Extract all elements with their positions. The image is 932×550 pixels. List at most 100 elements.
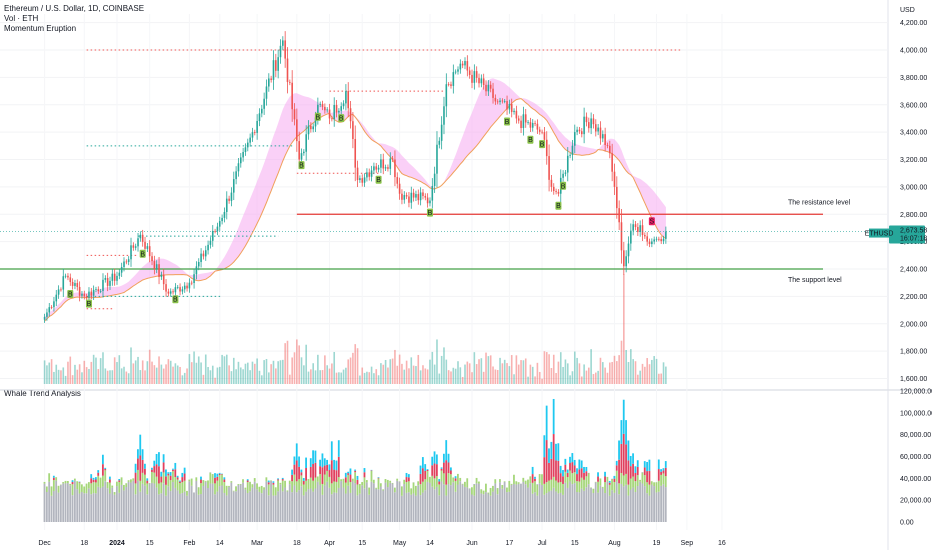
candle-body — [576, 129, 578, 133]
volume-legend[interactable]: Vol · ETH — [4, 14, 39, 23]
whale-base-bar — [309, 488, 312, 522]
candle-body — [321, 103, 324, 107]
candle-body — [225, 198, 228, 212]
whale-cyan-bar — [108, 476, 111, 480]
whale-base-bar — [400, 495, 403, 522]
candle-body — [335, 104, 338, 113]
whale-base-bar — [195, 480, 198, 522]
whale-base-bar — [146, 494, 149, 522]
whale-base-bar — [218, 486, 221, 522]
candle-body — [139, 234, 142, 239]
whale-base-bar — [492, 491, 494, 522]
volume-bar — [548, 354, 550, 384]
volume-bar — [438, 373, 441, 384]
whale-red-bar — [165, 476, 167, 485]
whale-cyan-bar — [440, 467, 443, 469]
whale-green-bar — [139, 480, 142, 492]
whale-base-bar — [197, 494, 200, 522]
candle-body — [417, 194, 420, 201]
whale-green-bar — [618, 483, 620, 495]
whale-red-bar — [543, 457, 546, 484]
whale-base-bar — [545, 493, 548, 522]
whale-base-bar — [284, 487, 286, 522]
whale-cyan-bar — [328, 464, 331, 471]
whale-cyan-bar — [620, 420, 623, 444]
volume-bar — [88, 368, 90, 384]
whale-green-bar — [258, 486, 261, 492]
whale-red-bar — [144, 468, 146, 475]
whale-green-bar — [141, 472, 144, 484]
whale-green-bar — [384, 479, 387, 483]
time-axis-tick: Sep — [681, 540, 694, 547]
whale-green-bar — [545, 482, 548, 494]
whale-green-bar — [564, 471, 567, 483]
whale-base-bar — [293, 485, 296, 522]
candle-body — [651, 241, 653, 245]
candle-body — [148, 246, 151, 257]
whale-green-bar — [426, 470, 429, 482]
whale-green-bar — [183, 480, 186, 492]
whale-red-bar — [108, 479, 111, 483]
buy-signal-marker — [172, 295, 179, 304]
whale-green-bar — [421, 481, 424, 493]
candle-body — [487, 84, 490, 92]
candle-body — [492, 88, 494, 98]
indicator-legend[interactable]: Momentum Eruption — [4, 24, 77, 33]
whale-pane-title[interactable]: Whale Trend Analysis — [4, 389, 81, 398]
whale-base-bar — [104, 481, 107, 522]
volume-bar — [515, 355, 518, 384]
whale-base-bar — [209, 483, 212, 522]
whale-green-bar — [583, 479, 585, 491]
volume-bar — [599, 357, 602, 384]
buy-signal-marker — [139, 249, 146, 258]
whale-green-bar — [653, 482, 655, 487]
candle-body — [391, 158, 394, 160]
whale-base-bar — [153, 483, 156, 522]
whale-red-bar — [435, 464, 438, 476]
candle-body — [536, 123, 539, 130]
whale-base-bar — [55, 480, 58, 522]
whale-red-bar — [134, 472, 137, 484]
whale-red-bar — [162, 462, 165, 473]
whale-red-bar — [569, 463, 571, 471]
whale-base-bar — [405, 492, 408, 522]
whale-green-bar — [92, 482, 95, 494]
whale-base-bar — [265, 481, 268, 522]
momentum-cloud-edge — [44, 98, 667, 322]
whale-base-bar — [377, 489, 380, 522]
whale-base-bar — [235, 491, 237, 522]
momentum-cloud — [44, 78, 666, 322]
whale-red-bar — [622, 433, 625, 476]
whale-base-bar — [489, 495, 492, 522]
whale-red-bar — [281, 479, 284, 481]
candle-body — [506, 101, 508, 110]
candle-body — [90, 291, 93, 296]
whale-red-bar — [566, 472, 569, 478]
candle-body — [602, 134, 604, 139]
whale-red-bar — [643, 467, 646, 476]
whale-red-bar — [629, 466, 632, 479]
volume-bar — [268, 372, 270, 384]
whale-red-bar — [97, 472, 100, 476]
whale-base-bar — [496, 494, 499, 522]
whale-base-bar — [291, 492, 293, 522]
candle-body — [78, 286, 81, 296]
whale-green-bar — [62, 482, 65, 484]
whale-base-bar — [421, 492, 424, 522]
whale-red-bar — [174, 469, 177, 478]
symbol-title[interactable]: Ethereum / U.S. Dollar, 1D, COINBASE — [4, 4, 145, 13]
candle-body — [471, 74, 473, 83]
candle-body — [109, 280, 111, 286]
whale-base-bar — [478, 483, 480, 522]
whale-red-bar — [433, 463, 436, 479]
volume-bar — [510, 355, 513, 384]
candle-body — [485, 84, 487, 92]
candle-body — [249, 137, 251, 143]
whale-base-bar — [363, 488, 366, 522]
whale-base-bar — [125, 487, 128, 522]
volume-bar — [613, 355, 616, 384]
candle-body — [169, 291, 172, 294]
volume-bar — [380, 363, 382, 384]
whale-base-bar — [300, 486, 303, 522]
